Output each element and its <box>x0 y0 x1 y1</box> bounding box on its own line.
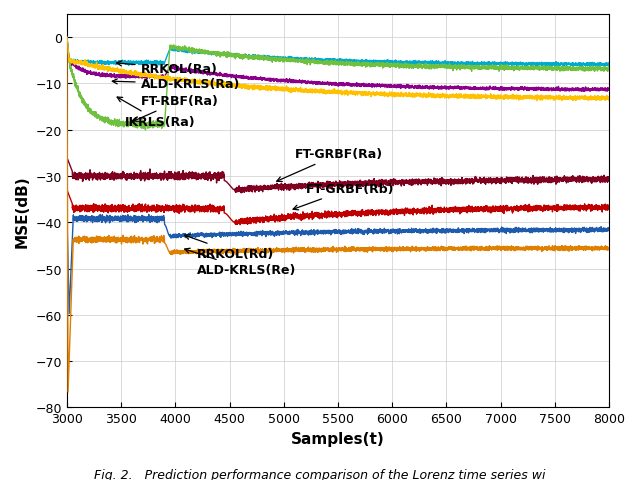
Text: IKRLS(Ra): IKRLS(Ra) <box>117 98 195 129</box>
X-axis label: Samples(t): Samples(t) <box>291 431 385 446</box>
Text: FT-GRBF(Rb): FT-GRBF(Rb) <box>293 183 394 210</box>
Y-axis label: MSE(dB): MSE(dB) <box>15 175 30 248</box>
Text: RRKOL(Ra): RRKOL(Ra) <box>116 62 218 76</box>
Text: ALD-KRLS(Ra): ALD-KRLS(Ra) <box>112 78 240 91</box>
Text: RRKOL(Rd): RRKOL(Rd) <box>185 235 275 261</box>
Text: Fig. 2.   Prediction performance comparison of the Lorenz time series wi: Fig. 2. Prediction performance compariso… <box>94 468 546 480</box>
Text: FT-GRBF(Ra): FT-GRBF(Ra) <box>276 148 383 182</box>
Text: ALD-KRLS(Re): ALD-KRLS(Re) <box>185 249 296 276</box>
Text: FT-RBF(Ra): FT-RBF(Ra) <box>134 95 218 122</box>
